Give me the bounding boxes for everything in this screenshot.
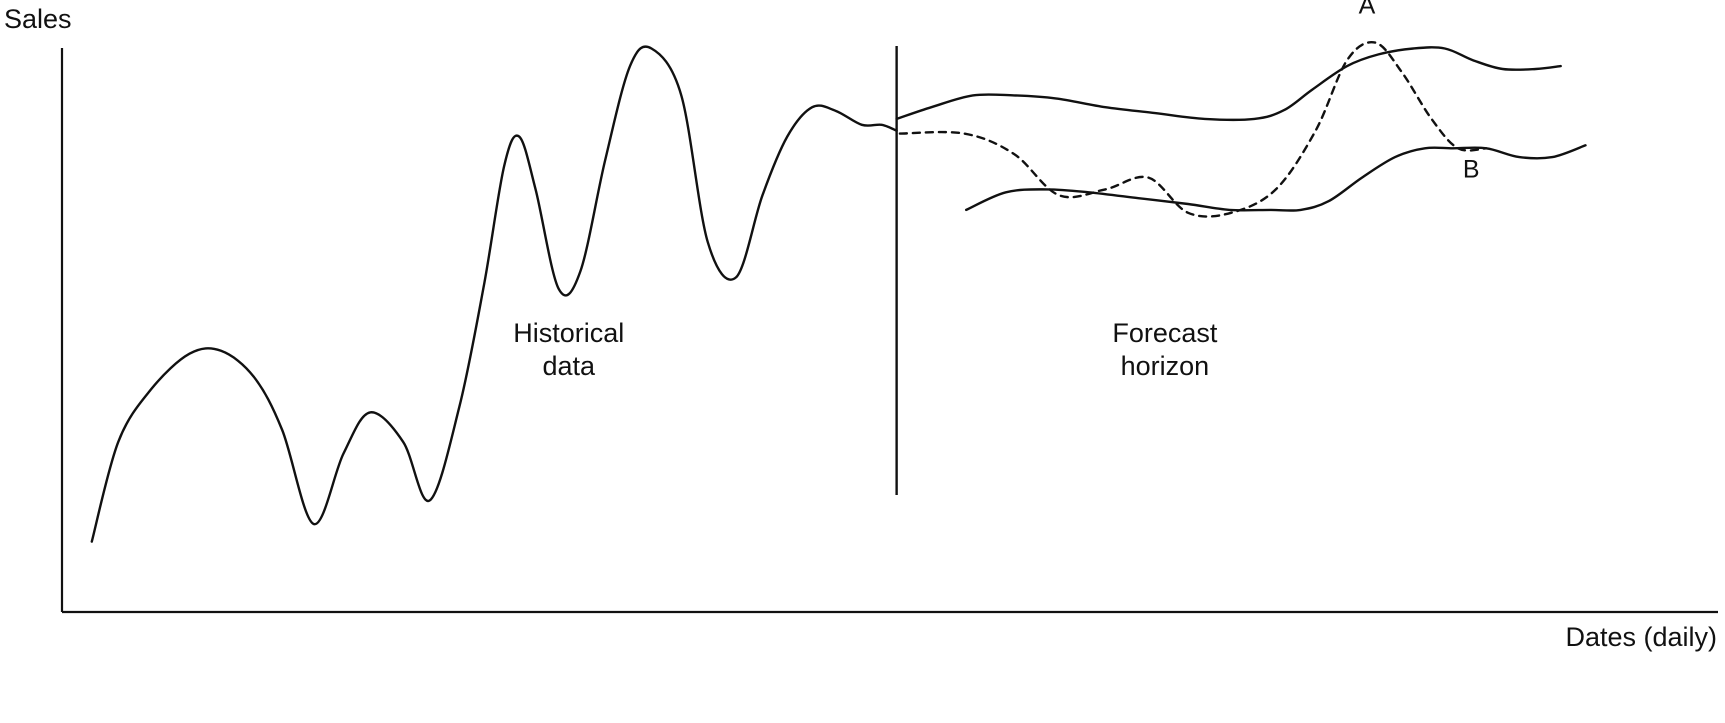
forecast-b-lower-line <box>965 144 1587 212</box>
series-b-label: B <box>1463 156 1480 184</box>
forecast-upper-bound-line <box>895 46 1562 122</box>
y-axis-label: Sales <box>4 4 72 34</box>
series-layer <box>90 41 1587 543</box>
historical-sales-line <box>90 45 898 543</box>
series-a-label: A <box>1359 0 1376 19</box>
chart-text-layer: Historical data Forecast horizon A B <box>513 0 1479 381</box>
forecast-a-dashed-line <box>898 41 1488 218</box>
historical-data-label: Historical data <box>513 318 624 381</box>
forecast-horizon-label: Forecast horizon <box>1112 318 1218 381</box>
x-axis-label: Dates (daily) <box>1565 622 1717 652</box>
